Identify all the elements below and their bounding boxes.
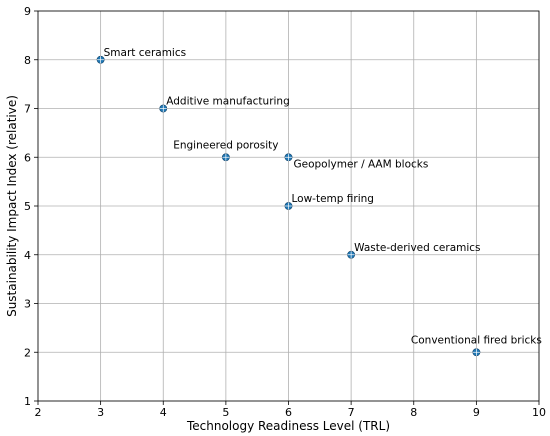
x-tick-label: 4 (160, 406, 167, 419)
y-tick-label: 6 (24, 151, 31, 164)
x-tick-label: 10 (532, 406, 546, 419)
point-label: Engineered porosity (173, 139, 278, 151)
x-tick-label: 3 (97, 406, 104, 419)
y-tick-label: 4 (24, 249, 31, 262)
point-label: Waste-derived ceramics (354, 242, 480, 254)
y-tick-label: 1 (24, 395, 31, 408)
data-points (96, 55, 481, 357)
point-label: Geopolymer / AAM blocks (294, 158, 429, 170)
x-axis-label: Technology Readiness Level (TRL) (186, 419, 390, 433)
y-axis-label: Sustainability Impact Index (relative) (5, 95, 19, 317)
plot-frame (37, 10, 540, 402)
x-tick-label: 5 (222, 406, 229, 419)
point-labels: Smart ceramics Additive manufacturing Engi… (104, 47, 542, 347)
x-tick-label: 7 (348, 406, 355, 419)
y-tick-label: 5 (24, 200, 31, 213)
y-tick-label: 7 (24, 103, 31, 116)
point-label: Low-temp firing (292, 193, 374, 205)
point-label: Smart ceramics (104, 47, 186, 59)
y-tick-label: 2 (24, 346, 31, 359)
x-tick-label: 9 (473, 406, 480, 419)
point-label: Conventional fired bricks (411, 334, 542, 346)
x-tick-label: 2 (35, 406, 42, 419)
point-label: Additive manufacturing (166, 96, 290, 108)
x-tick-label: 6 (285, 406, 292, 419)
y-tick-label: 3 (24, 298, 31, 311)
y-tick-label: 8 (24, 54, 31, 67)
y-tick-label: 9 (24, 5, 31, 18)
x-tick-label: 8 (410, 406, 417, 419)
